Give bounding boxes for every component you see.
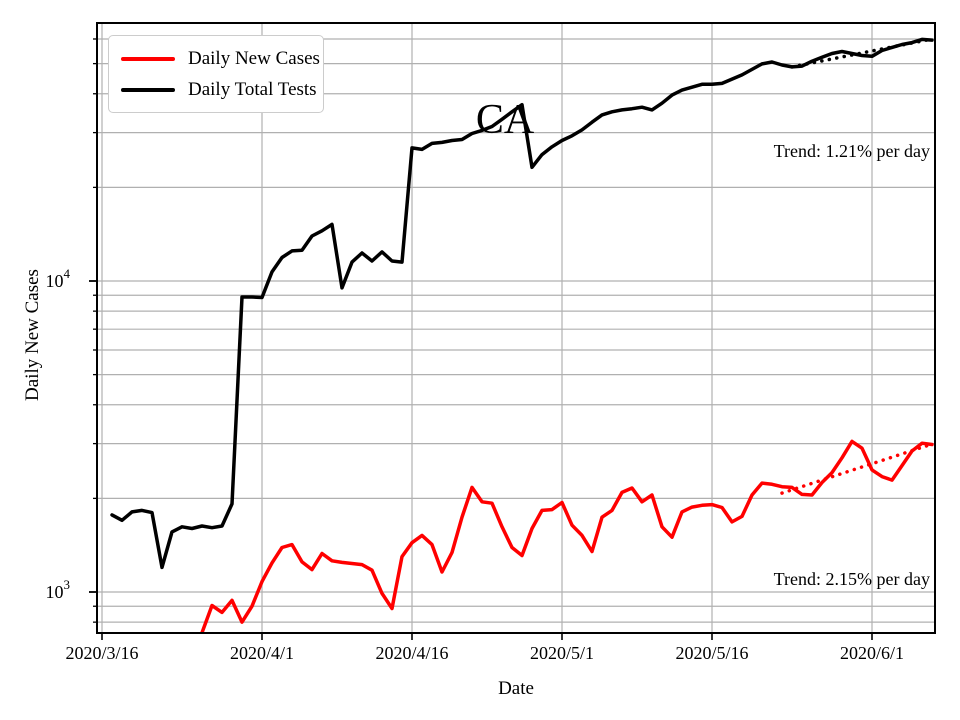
- state-annotation: CA: [475, 96, 535, 143]
- y-axis-title: Daily New Cases: [22, 269, 43, 401]
- legend-label-daily-new-cases: Daily New Cases: [188, 47, 320, 69]
- tick-labels: 2020/3/16 2020/4/1 2020/4/16 2020/5/1 2020/5…: [46, 266, 905, 663]
- red-line-swatch: [121, 56, 175, 61]
- x-tick-label: 2020/4/16: [375, 643, 448, 663]
- x-tick-label: 2020/5/1: [530, 643, 594, 663]
- y-tick-label: 103: [46, 577, 71, 602]
- x-tick-label: 2020/3/16: [65, 643, 138, 663]
- x-axis-title: Date: [498, 678, 534, 699]
- black-line-swatch: [121, 87, 175, 92]
- series-tests-trend: [790, 37, 934, 69]
- tests-trend-label: Trend: 1.21% per day: [773, 140, 930, 161]
- legend-item-daily-new-cases: Daily New Cases: [121, 43, 320, 74]
- series-cases-trend: [780, 442, 934, 495]
- cases-trend-label: Trend: 2.15% per day: [773, 569, 930, 590]
- y-tick-label: 104: [46, 266, 71, 291]
- series-lines: [110, 37, 934, 633]
- x-tick-label: 2020/5/16: [675, 643, 748, 663]
- x-tick-label: 2020/6/1: [840, 643, 904, 663]
- legend: Daily New Cases Daily Total Tests: [108, 35, 324, 113]
- series-daily-total-tests: [110, 37, 934, 570]
- legend-item-daily-total-tests: Daily Total Tests: [121, 74, 317, 105]
- legend-label-daily-total-tests: Daily Total Tests: [188, 78, 317, 100]
- x-tick-label: 2020/4/1: [230, 643, 294, 663]
- series-daily-new-cases: [199, 439, 934, 633]
- axis-ticks: [89, 38, 873, 640]
- plot-border: [96, 22, 936, 634]
